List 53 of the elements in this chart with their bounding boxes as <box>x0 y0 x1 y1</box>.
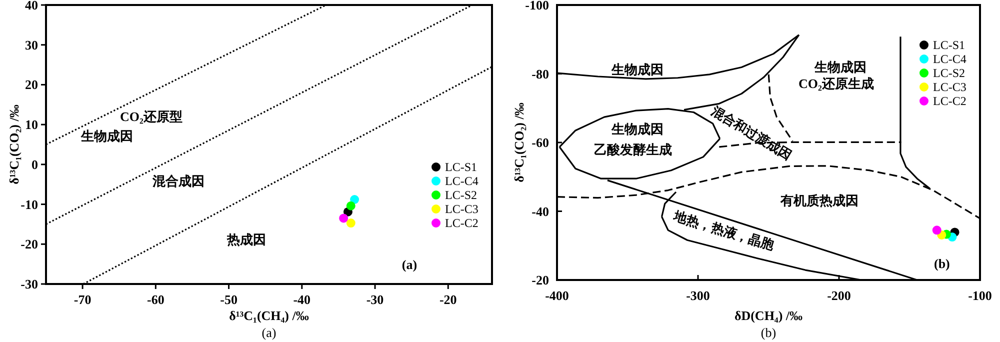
annotation: CO₂还原型 <box>120 109 182 124</box>
annotation: 地热，热液，晶胞 <box>671 208 777 254</box>
x-tick-label: -60 <box>147 292 164 307</box>
y-tick-label: -30 <box>20 276 38 292</box>
annotation: 生物成因 <box>610 121 664 136</box>
y-tick-label: 20 <box>25 77 38 92</box>
y-tick-label: 0 <box>32 156 38 172</box>
y-tick-label: -20 <box>20 236 38 252</box>
annotation: 热成因 <box>226 232 266 247</box>
legend-label: LC-S2 <box>445 188 478 202</box>
annotation: 混合成因 <box>151 173 204 188</box>
annotation: 生物成因 <box>80 128 134 144</box>
x-tick-label: -100 <box>968 288 992 303</box>
legend-label: LC-C3 <box>933 80 966 94</box>
y-tick-label: -80 <box>532 66 549 82</box>
annotation: 有机质热成因 <box>779 192 858 208</box>
x-axis-title: δD(CH₄) /‰ <box>734 308 803 323</box>
x-tick-label: -20 <box>439 292 457 307</box>
text: (a) <box>262 325 276 340</box>
y-tick-label: 40 <box>25 0 38 12</box>
x-tick-label: -40 <box>293 292 311 307</box>
annotation: (b) <box>934 256 950 271</box>
legend-label: LC-S1 <box>933 38 966 52</box>
legend-label: LC-S1 <box>445 160 478 174</box>
legend-label: LC-C4 <box>445 174 478 188</box>
legend-label: LC-C2 <box>933 94 966 108</box>
annotation: 生物成因 <box>813 59 866 74</box>
y-tick-label: -10 <box>20 196 38 212</box>
y-tick-label: -40 <box>532 204 549 219</box>
y-tick-label: -60 <box>532 135 549 150</box>
y-axis-title: δ¹³C₁(CO₂) /‰ <box>6 104 22 184</box>
y-tick-label: 30 <box>25 37 38 52</box>
annotation: (a) <box>402 256 418 272</box>
annotation: CO₂还原生成 <box>798 76 874 91</box>
y-axis-title: δ¹³C₁(CO₂) /‰ <box>512 102 526 182</box>
y-tick-label: 10 <box>25 117 38 132</box>
x-tick-label: -50 <box>220 292 238 307</box>
y-tick-label: -20 <box>532 272 549 288</box>
x-axis-title: δ¹³C₁(CH₄) /‰ <box>229 308 309 323</box>
text: (b) <box>760 325 776 340</box>
x-tick-label: -70 <box>74 292 92 307</box>
x-tick-label: -300 <box>686 288 710 303</box>
x-tick-label: -200 <box>827 288 851 303</box>
legend-label: LC-C4 <box>933 52 966 66</box>
y-tick-label: -100 <box>525 0 549 12</box>
legend-label: LC-C3 <box>445 202 478 216</box>
legend-label: LC-C2 <box>445 216 478 230</box>
x-tick-label: -400 <box>545 288 569 303</box>
annotation: 乙酸发酵生成 <box>594 142 672 157</box>
annotation: 混合和过渡成因 <box>708 102 794 163</box>
annotation: 生物成因 <box>610 62 664 78</box>
legend-label: LC-S2 <box>933 66 966 80</box>
x-tick-label: -30 <box>366 292 384 307</box>
